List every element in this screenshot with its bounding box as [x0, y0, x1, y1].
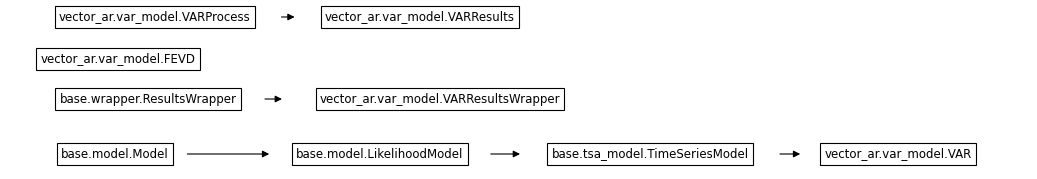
Text: base.model.Model: base.model.Model: [61, 147, 169, 161]
Text: vector_ar.var_model.VARProcess: vector_ar.var_model.VARProcess: [59, 11, 251, 23]
Text: vector_ar.var_model.FEVD: vector_ar.var_model.FEVD: [40, 52, 196, 66]
Text: vector_ar.var_model.VARResultsWrapper: vector_ar.var_model.VARResultsWrapper: [319, 93, 560, 105]
Text: vector_ar.var_model.VARResults: vector_ar.var_model.VARResults: [325, 11, 515, 23]
Text: base.tsa_model.TimeSeriesModel: base.tsa_model.TimeSeriesModel: [552, 147, 749, 161]
Text: vector_ar.var_model.VAR: vector_ar.var_model.VAR: [824, 147, 972, 161]
Text: base.wrapper.ResultsWrapper: base.wrapper.ResultsWrapper: [59, 93, 236, 105]
Text: base.model.LikelihoodModel: base.model.LikelihoodModel: [297, 147, 464, 161]
